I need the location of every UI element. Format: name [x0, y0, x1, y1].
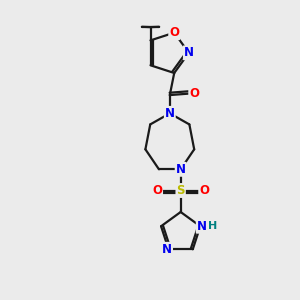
Text: H: H: [208, 221, 217, 231]
Text: O: O: [189, 87, 199, 100]
Text: O: O: [199, 184, 209, 197]
Text: N: N: [176, 163, 186, 176]
Text: O: O: [169, 26, 179, 39]
Text: N: N: [165, 107, 175, 120]
Text: N: N: [197, 220, 207, 233]
Text: N: N: [184, 46, 194, 59]
Text: N: N: [162, 243, 172, 256]
Text: S: S: [176, 184, 185, 197]
Text: O: O: [152, 184, 162, 197]
